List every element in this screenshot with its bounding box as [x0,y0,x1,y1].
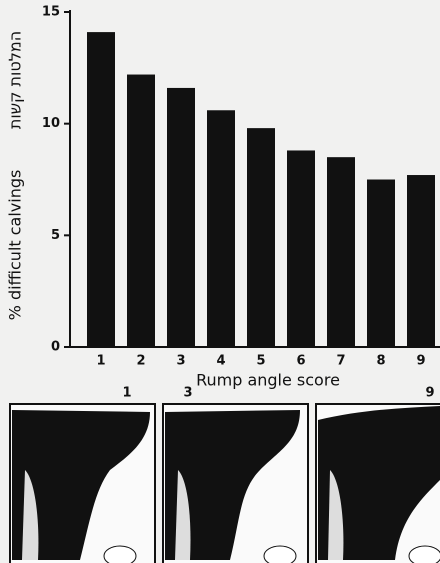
y-tick-label: 15 [42,5,60,20]
panel [9,403,156,563]
y-tick-label: 0 [51,340,60,355]
x-tick-label: 4 [216,354,225,369]
y-tick-label: 10 [42,116,60,131]
x-tick-label: 6 [296,354,305,369]
bar [127,74,155,348]
y-title: % difficult calvings [6,170,25,321]
bar [327,157,355,347]
x-tick-label: 2 [136,354,145,369]
bar [207,110,235,348]
panel-label: 3 [183,386,192,401]
panel [315,403,440,563]
x-tick-label: 7 [336,354,345,369]
bar [367,179,395,347]
y-tick-label: 5 [51,228,60,243]
panel [162,403,309,563]
y-title-hebrew: המלטות קשות [6,31,25,129]
x-tick-label: 5 [256,354,265,369]
panel-label: 9 [425,386,434,401]
bar [167,87,195,347]
bar [287,150,315,347]
x-tick-label: 1 [96,354,105,369]
x-tick-label: 8 [376,354,385,369]
x-title: Rump angle score [196,371,340,390]
x-tick-label: 3 [176,354,185,369]
bar [407,175,435,347]
bar [247,128,275,347]
x-tick-label: 9 [416,354,425,369]
illustrations [9,403,440,563]
panel-label: 1 [122,386,131,401]
y-titles: המלטות קשות % difficult calvings [6,31,25,321]
bar [87,32,115,347]
